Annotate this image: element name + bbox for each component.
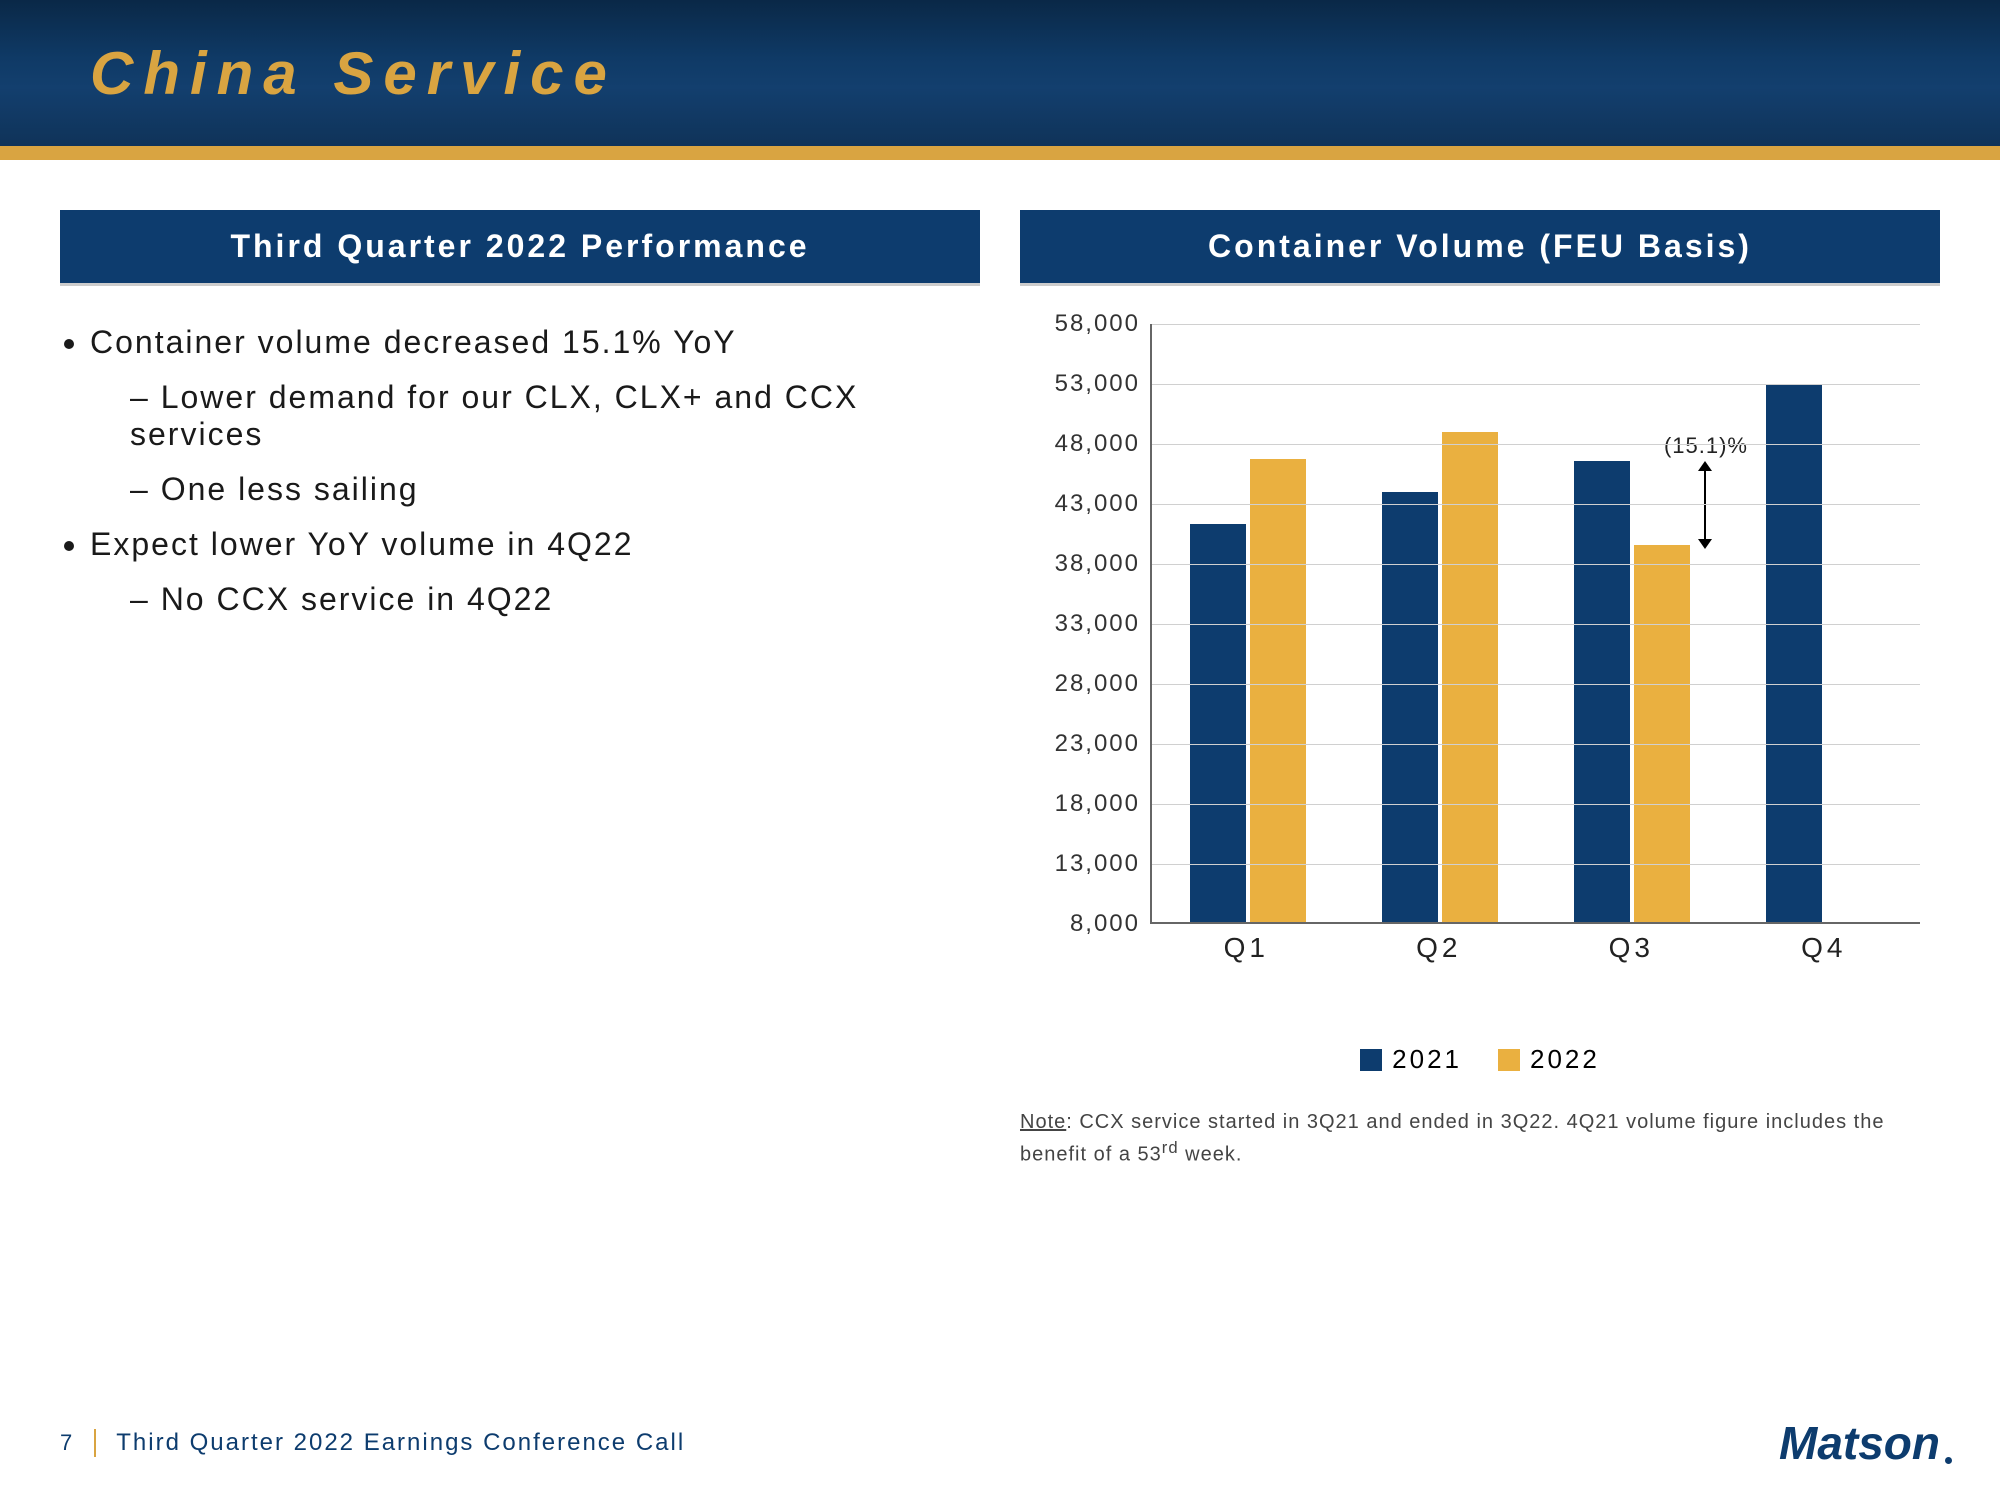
- bar: [1574, 461, 1630, 922]
- chart-legend: 2021 2022: [1020, 1044, 1940, 1078]
- y-tick-label: 38,000: [1055, 550, 1140, 578]
- chart-footnote: Note: CCX service started in 3Q21 and en…: [1020, 1108, 1940, 1169]
- y-tick-label: 58,000: [1055, 310, 1140, 338]
- bar-chart: 8,000 13,000 18,000 23,000 28,000 33,000 38,00…: [1040, 324, 1940, 984]
- matson-logo: Matson: [1779, 1416, 1940, 1470]
- legend-swatch: [1360, 1049, 1382, 1071]
- bullet: Expect lower YoY volume in 4Q22: [90, 526, 980, 563]
- y-tick-label: 53,000: [1055, 370, 1140, 398]
- legend-swatch: [1498, 1049, 1520, 1071]
- y-tick-label: 13,000: [1055, 850, 1140, 878]
- bullet-sub: One less sailing: [130, 471, 980, 508]
- bar-group: [1152, 324, 1344, 922]
- y-tick-label: 28,000: [1055, 670, 1140, 698]
- x-axis-labels: Q1Q2Q3Q4: [1150, 932, 1920, 964]
- y-axis-labels: 8,00013,00018,00023,00028,00033,00038,00…: [1040, 324, 1150, 924]
- note-body: : CCX service started in 3Q21 and ended …: [1020, 1111, 1884, 1166]
- bar: [1766, 384, 1822, 922]
- footer-text: Third Quarter 2022 Earnings Conference C…: [94, 1429, 685, 1457]
- bar: [1190, 524, 1246, 922]
- gridline: [1152, 804, 1920, 805]
- arrow-head-up: [1698, 461, 1712, 471]
- gridline: [1152, 624, 1920, 625]
- bullet-list: Container volume decreased 15.1% YoY Lowe…: [60, 324, 980, 618]
- left-section-title: Third Quarter 2022 Performance: [60, 210, 980, 286]
- note-suffix: week.: [1179, 1143, 1243, 1165]
- gridline: [1152, 444, 1920, 445]
- bullet-sub: Lower demand for our CLX, CLX+ and CCX s…: [130, 379, 980, 453]
- bar: [1382, 492, 1438, 922]
- bar-group: [1344, 324, 1536, 922]
- gridline: [1152, 384, 1920, 385]
- legend-item: 2021: [1360, 1044, 1462, 1075]
- chart-bars: (15.1)%: [1152, 324, 1920, 922]
- footer-left: 7 Third Quarter 2022 Earnings Conference…: [60, 1429, 685, 1457]
- chart-plot-area: (15.1)%: [1150, 324, 1920, 924]
- left-column: Third Quarter 2022 Performance Container…: [60, 210, 980, 1168]
- right-column: Container Volume (FEU Basis) 8,000 13,000…: [1020, 210, 1940, 1168]
- x-tick-label: Q4: [1728, 932, 1921, 964]
- bar-group: [1728, 324, 1920, 922]
- x-tick-label: Q3: [1535, 932, 1728, 964]
- y-tick-label: 33,000: [1055, 610, 1140, 638]
- arrow-head-down: [1698, 539, 1712, 549]
- gridline: [1152, 324, 1920, 325]
- header-banner: China Service: [0, 0, 2000, 160]
- bar: [1634, 545, 1690, 922]
- x-tick-label: Q1: [1150, 932, 1343, 964]
- note-prefix: Note: [1020, 1111, 1066, 1133]
- gridline: [1152, 684, 1920, 685]
- y-tick-label: 43,000: [1055, 490, 1140, 518]
- legend-label: 2021: [1392, 1044, 1462, 1075]
- gridline: [1152, 864, 1920, 865]
- right-section-title: Container Volume (FEU Basis): [1020, 210, 1940, 286]
- bar-group: (15.1)%: [1536, 324, 1728, 922]
- legend-item: 2022: [1498, 1044, 1600, 1075]
- y-tick-label: 8,000: [1070, 910, 1140, 938]
- note-sup: rd: [1162, 1138, 1179, 1157]
- page-number: 7: [60, 1430, 74, 1456]
- x-tick-label: Q2: [1343, 932, 1536, 964]
- bar: [1442, 432, 1498, 922]
- legend-label: 2022: [1530, 1044, 1600, 1075]
- y-tick-label: 23,000: [1055, 730, 1140, 758]
- y-tick-label: 18,000: [1055, 790, 1140, 818]
- gridline: [1152, 504, 1920, 505]
- bullet-sub: No CCX service in 4Q22: [130, 581, 980, 618]
- bullet: Container volume decreased 15.1% YoY: [90, 324, 980, 361]
- bar: [1250, 459, 1306, 922]
- annotation-arrow: [1704, 463, 1706, 547]
- gridline: [1152, 744, 1920, 745]
- page-title: China Service: [90, 39, 617, 108]
- y-tick-label: 48,000: [1055, 430, 1140, 458]
- gridline: [1152, 564, 1920, 565]
- footer: 7 Third Quarter 2022 Earnings Conference…: [0, 1416, 2000, 1470]
- content-body: Third Quarter 2022 Performance Container…: [0, 160, 2000, 1168]
